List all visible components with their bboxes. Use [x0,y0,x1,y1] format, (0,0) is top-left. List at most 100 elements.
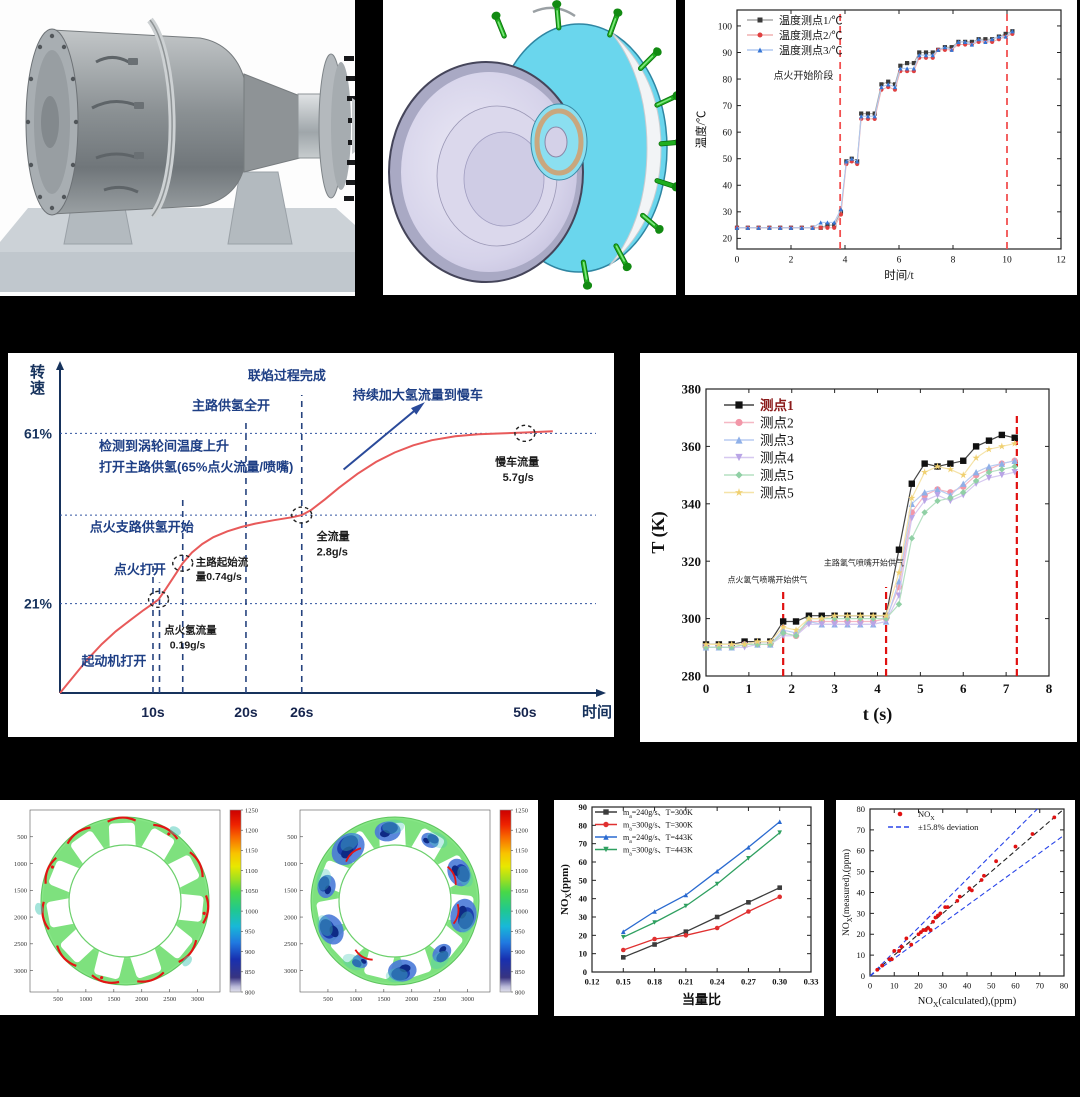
svg-text:320: 320 [682,554,702,569]
svg-text:60: 60 [579,857,588,867]
svg-text:40: 40 [857,887,866,897]
contour-ytick: 1500 [14,888,27,895]
svg-text:20: 20 [579,930,588,940]
svg-text:30: 30 [939,981,948,991]
contour-ytick: 1500 [284,888,297,895]
diagram-label: 5.7g/s [503,472,534,484]
colorbar-tick: 1100 [515,868,528,875]
diagram-label: 0.19g/s [170,640,206,652]
time-tick-label: 20s [234,704,258,720]
svg-text:NOX(ppm): NOX(ppm) [559,864,573,915]
series-line [737,30,1013,229]
p-tk-svg: 0 1 2 3 4 5 6 7 8 280 300 320 340 360 380 t (s) T (K) 测点1… [648,382,1053,725]
legend-label: ±15.8% deviation [918,822,979,832]
svg-text:50: 50 [987,981,996,991]
svg-text:10: 10 [890,981,899,991]
series-line [622,821,781,933]
svg-text:40: 40 [963,981,972,991]
cone-step2 [463,131,545,227]
svg-text:70: 70 [579,839,588,849]
colorbar-tick: 950 [245,929,255,936]
legend-label: 温度测点3/℃ [779,43,843,57]
colorbar-tick: 900 [245,949,255,956]
svg-text:12: 12 [1056,256,1066,266]
p-nox-svg: 0.12 0.15 0.18 0.21 0.24 0.27 0.30 0.33 0 10 20 30 4… [559,802,818,1007]
contour-xtick: 1500 [107,996,120,1003]
contour-xtick: 500 [53,996,63,1003]
x-axis-label: t (s) [863,704,893,725]
contour-ytick: 3000 [284,968,297,975]
diagram-label: 量0.74g/s [196,570,242,583]
temperature-contour-pair: 500 500 1000 1000 1500 1500 2000 2000 2500 2500 30… [0,800,538,1015]
diagram-label: 慢车流量 [495,454,539,468]
svg-text:7: 7 [1003,681,1010,696]
colorbar-tick: 950 [515,929,525,936]
svg-text:20: 20 [857,929,866,939]
svg-text:T (K): T (K) [648,511,669,553]
pipe-fittings [128,58,144,159]
legend-label: ma=300g/s、T=443K [623,845,693,857]
nox-parity-chart: 0 10 20 30 40 50 60 70 80 0 10 20 30 40 50 60 70 80 NOX(ca… [836,800,1075,1016]
svg-text:80: 80 [579,820,588,830]
annotation: 点火氢气喷嘴开始供气 [727,575,807,585]
y-axis-label: 温度/℃ [694,110,708,148]
diagram-label: 2.8g/s [317,547,348,559]
flange-bolts [25,33,79,211]
stand-right [227,171,293,245]
legend-label: 温度测点2/℃ [779,28,843,42]
legend-label: 温度测点1/℃ [779,13,843,27]
contour-ytick: 2000 [14,914,27,921]
diagram-label: 主路供氢全开 [192,398,270,413]
colorbar-tick: 900 [515,949,525,956]
svg-text:10: 10 [579,949,588,959]
svg-text:20: 20 [914,981,923,991]
trend-arrow [342,407,419,471]
svg-text:1: 1 [746,681,753,696]
event-circle [514,424,536,443]
svg-text:0: 0 [583,967,587,977]
series-line [623,832,781,938]
svg-text:10: 10 [857,950,866,960]
svg-text:5: 5 [917,681,924,696]
cad-model-art [383,0,683,295]
diagram-label: 点火支路供氢开始 [90,519,194,534]
colorbar-tick: 1250 [245,807,258,814]
svg-text:0.18: 0.18 [647,977,662,987]
time-tick-label: 26s [290,704,314,720]
series-line [623,896,780,951]
diagram-label: 持续加大氢流量到慢车 [353,387,483,402]
front-hub [41,96,59,148]
diagram-label: 点火氢流量 [164,623,217,636]
legend-label: 测点4 [760,450,794,465]
svg-text:340: 340 [682,496,702,511]
series-line [737,30,1013,229]
svg-text:4: 4 [874,681,881,696]
contour-ytick: 500 [17,834,27,841]
svg-text:NOX(measured),(ppm): NOX(measured),(ppm) [841,849,854,936]
svg-text:80: 80 [723,75,733,85]
contour-xtick: 2500 [433,996,446,1003]
svg-text:0: 0 [868,981,872,991]
svg-text:60: 60 [857,846,866,856]
svg-text:0.27: 0.27 [741,977,757,987]
colorbar-tick: 1050 [245,888,258,895]
colorbar-tick: 850 [245,969,255,976]
time-tick-label: 50s [513,704,537,720]
speed-curve [59,430,553,694]
svg-text:360: 360 [682,439,702,454]
annotation: 点火开始阶段 [773,69,833,82]
diagram-label: 打开主路供氢(65%点火流量/喷嘴) [99,460,293,475]
svg-text:40: 40 [579,894,588,904]
svg-text:30: 30 [723,208,733,218]
colorbar-tick: 1150 [515,848,528,855]
p-parity-svg: 0 10 20 30 40 50 60 70 80 0 10 20 30 40 50 60 70 80 NOX(ca… [841,804,1068,1009]
legend-label: 测点1 [760,397,794,413]
x-axis-label: NOX(calculated),(ppm) [918,996,1017,1009]
startup-sequence-diagram: 转速 时间 61% 21% 10s 20s 26s 50s 起动机打开 点火打开 点火支路供氢开始 检… [8,353,614,737]
diagram-label: 点火打开 [114,562,166,577]
contour-xtick: 500 [323,996,333,1003]
svg-text:0.15: 0.15 [616,977,631,987]
svg-text:100: 100 [718,22,733,32]
contour-ytick: 500 [287,834,297,841]
